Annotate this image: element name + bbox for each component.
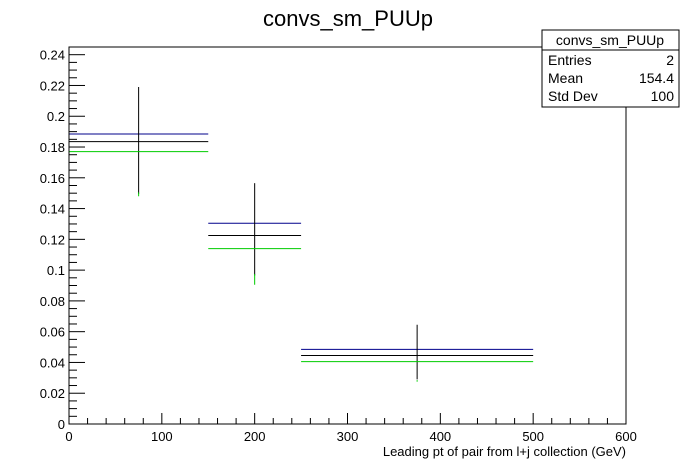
x-tick-label: 0: [65, 429, 72, 444]
chart-title: convs_sm_PUUp: [263, 6, 433, 31]
x-tick-label: 500: [522, 429, 544, 444]
axes: 0 100 200 300 400 500 600 0 0.02 0.04 0.06 0.08 0.1 0…: [40, 46, 637, 444]
y-tick-label: 0.06: [40, 325, 65, 340]
stats-value-stddev: 100: [651, 88, 675, 104]
y-tick-label: 0.18: [40, 140, 65, 155]
x-tick-label: 100: [151, 429, 173, 444]
y-tick-label: 0.12: [40, 232, 65, 247]
stats-label-mean: Mean: [548, 70, 583, 86]
y-tick-label: 0.02: [40, 386, 65, 401]
y-tick-label: 0.22: [40, 78, 65, 93]
y-tick-label: 0.04: [40, 355, 65, 370]
y-tick-label: 0.2: [47, 109, 65, 124]
y-tick-label: 0.24: [40, 48, 65, 63]
x-tick-label: 600: [615, 429, 637, 444]
stats-label-stddev: Std Dev: [548, 88, 598, 104]
y-tick-label: 0.08: [40, 294, 65, 309]
y-tick-label: 0: [58, 417, 65, 432]
stats-box: convs_sm_PUUp Entries 2 Mean 154.4 Std D…: [541, 29, 680, 108]
x-tick-label: 200: [244, 429, 266, 444]
stats-box-frame: [541, 29, 680, 108]
stats-value-mean: 154.4: [639, 70, 674, 86]
x-tick-label: 300: [337, 429, 359, 444]
y-tick-label: 0.16: [40, 171, 65, 186]
stats-title: convs_sm_PUUp: [556, 32, 664, 48]
stats-value-entries: 2: [666, 52, 674, 68]
x-axis-label: Leading pt of pair from l+j collection (…: [383, 444, 626, 459]
y-tick-label: 0.14: [40, 202, 65, 217]
data-marks: [69, 87, 534, 382]
x-tick-label: 400: [429, 429, 451, 444]
stats-label-entries: Entries: [548, 52, 592, 68]
y-tick-label: 0.1: [47, 263, 65, 278]
